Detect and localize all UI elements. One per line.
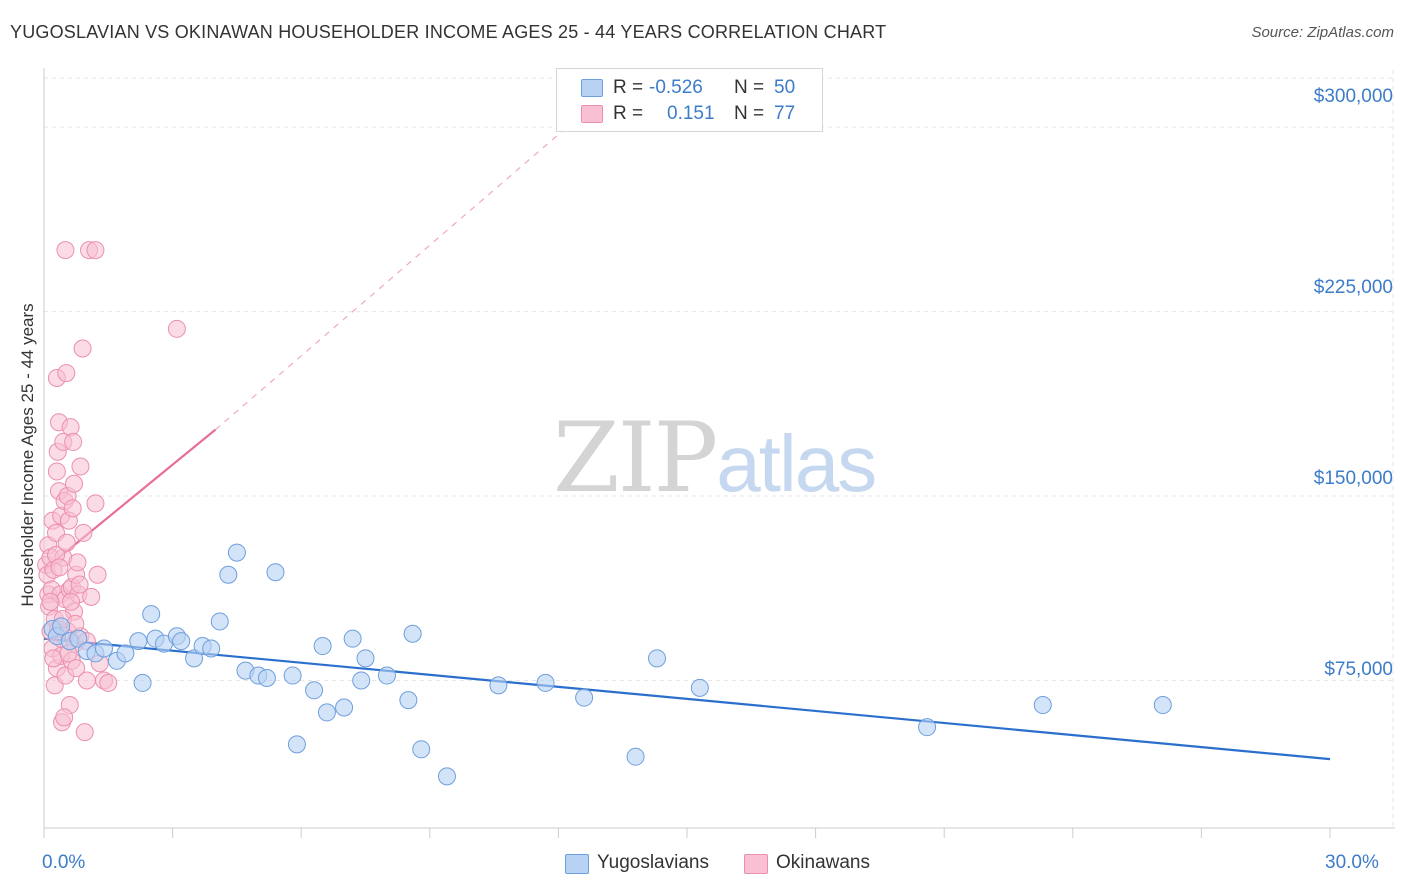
- legend-n-value: 50: [774, 77, 796, 98]
- yugoslavian-point: [1033, 696, 1052, 715]
- okinawan-point: [68, 553, 87, 572]
- trend-lines: [43, 126, 1331, 761]
- yugoslavian-point: [403, 624, 422, 643]
- okinawan-point: [77, 671, 96, 690]
- yugoslavian-point: [575, 688, 594, 707]
- gridlines: [44, 70, 1395, 828]
- okinawan-point: [62, 592, 81, 611]
- okinawan-point: [57, 364, 76, 383]
- okinawan-point: [167, 319, 186, 338]
- yugoslavian-point: [172, 632, 191, 651]
- okinawan-point: [86, 494, 105, 513]
- chart-title: YUGOSLAVIAN VS OKINAWAN HOUSEHOLDER INCO…: [10, 22, 887, 42]
- okinawan-point: [64, 432, 83, 451]
- legend-swatch-pink: [744, 854, 768, 874]
- yugoslavian-point: [142, 605, 161, 624]
- legend-r-value: -0.526: [649, 77, 703, 98]
- yugoslavian-point: [257, 669, 276, 687]
- source-label: Source: ZipAtlas.com: [1251, 24, 1394, 41]
- okinawan-point: [63, 499, 82, 518]
- yugoslavian-point: [437, 767, 456, 786]
- okinawan-point: [55, 708, 74, 727]
- yugoslavian-point: [352, 671, 371, 690]
- x-tick-label-max: 30.0%: [1325, 852, 1379, 873]
- yugoslavian-point: [52, 617, 71, 636]
- okinawan-point: [75, 723, 94, 742]
- legend-label: Yugoslavians: [597, 852, 709, 873]
- yugoslavian-point: [287, 735, 306, 754]
- yugoslavian-point: [210, 612, 229, 631]
- yugoslavian-point: [227, 543, 246, 562]
- yugoslavian-point: [116, 644, 135, 663]
- yugoslavian-point: [343, 629, 362, 648]
- yugoslavian-point: [219, 565, 238, 584]
- yugoslavian-point: [412, 740, 431, 759]
- watermark-zip: ZIP: [553, 402, 718, 514]
- okinawan-point: [65, 474, 84, 493]
- x-tick-label-min: 0.0%: [42, 852, 86, 873]
- legend-label: Okinawans: [776, 852, 870, 873]
- yugoslavian-point: [129, 632, 148, 651]
- axes: [43, 68, 1395, 838]
- watermark-atlas: atlas: [716, 419, 877, 508]
- okinawan-point: [57, 533, 76, 552]
- yugoslavian-point: [317, 703, 336, 722]
- okinawan-point: [44, 649, 63, 668]
- okinawan-point: [41, 592, 60, 611]
- yugoslavian-point: [283, 666, 302, 685]
- okinawan-point: [67, 659, 86, 678]
- y-tick-label: $300,000: [1313, 86, 1393, 107]
- yugoslavian-point: [399, 691, 418, 710]
- okinawan-point: [74, 523, 93, 542]
- yugoslavian-point: [918, 718, 937, 737]
- correlation-legend: R = -0.526 N = 50 R = 0.151 N = 77: [556, 68, 823, 132]
- yugoslavian-point: [185, 649, 204, 668]
- yugoslavian-point: [647, 649, 666, 668]
- legend-swatch-pink: [581, 105, 603, 123]
- okinawan-trend-extension: [215, 126, 568, 431]
- okinawan-point: [70, 575, 89, 594]
- yugoslavian-point: [133, 673, 152, 692]
- yugoslavian-point: [626, 747, 645, 766]
- legend-n-label: N =: [734, 77, 765, 98]
- legend-n-label: N =: [734, 103, 765, 124]
- legend-swatch-blue: [565, 854, 589, 874]
- yugoslavian-point: [489, 676, 508, 695]
- okinawan-point: [47, 462, 66, 481]
- yugoslavian-point: [536, 673, 555, 692]
- legend-swatch-blue: [581, 79, 603, 97]
- y-tick-label: $225,000: [1313, 277, 1393, 298]
- yugoslavian-point: [305, 681, 324, 700]
- legend-r-label: R =: [613, 77, 644, 98]
- yugoslavian-point: [335, 698, 354, 717]
- okinawan-point: [56, 241, 75, 260]
- legend-r-value: 0.151: [667, 103, 715, 124]
- yugoslavian-point: [356, 649, 375, 668]
- yugoslavian-point: [1153, 696, 1172, 715]
- okinawan-point: [88, 565, 107, 584]
- okinawan-point: [61, 418, 80, 437]
- yugoslavian-point: [690, 678, 709, 697]
- yugoslavian-point: [202, 639, 221, 658]
- data-points: [37, 241, 1172, 786]
- y-tick-label: $75,000: [1324, 659, 1393, 680]
- yugoslavian-point: [377, 666, 396, 685]
- legend-r-label: R =: [613, 103, 644, 124]
- legend-n-value: 77: [774, 103, 796, 124]
- watermark: ZIPatlas: [553, 402, 877, 514]
- yugoslavian-point: [313, 637, 332, 656]
- yugoslavian-point: [95, 639, 114, 658]
- okinawan-point: [82, 587, 101, 606]
- okinawan-point: [99, 673, 118, 692]
- okinawan-point: [86, 241, 105, 260]
- okinawan-point: [71, 457, 90, 476]
- yugoslavian-point: [69, 629, 88, 648]
- yugoslavian-trend-line: [43, 637, 1331, 761]
- yugoslavian-point: [266, 563, 285, 582]
- okinawan-point: [73, 339, 92, 358]
- y-tick-label: $150,000: [1313, 468, 1393, 489]
- okinawan-point: [50, 558, 69, 577]
